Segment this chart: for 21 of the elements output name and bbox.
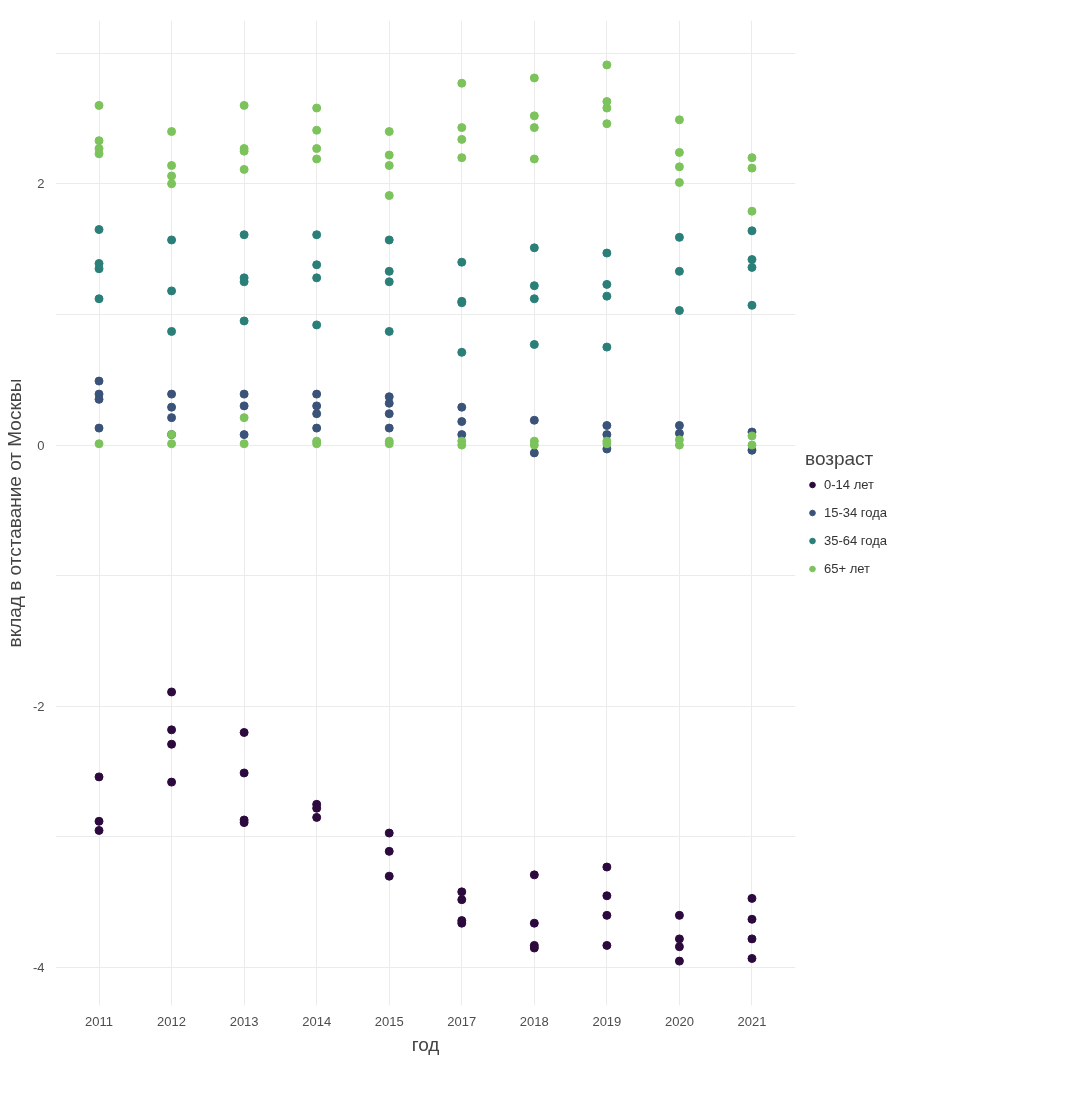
x-tick-label: 2019 [592, 1013, 622, 1029]
x-tick-label: 2015 [374, 1013, 404, 1029]
x-tick-label: 2014 [302, 1013, 332, 1029]
legend-label: 15-34 года [824, 504, 888, 520]
y-axis-title: вклад в отставание от Москвы [3, 378, 25, 648]
y-tick-label: 0 [37, 437, 45, 453]
x-tick-label: 2017 [447, 1013, 477, 1029]
legend-label: 35-64 года [824, 532, 888, 548]
legend-label: 65+ лет [824, 560, 871, 576]
y-tick-label: 2 [37, 176, 45, 192]
x-tick-label: 2021 [737, 1013, 767, 1029]
x-tick-label: 2013 [229, 1013, 259, 1029]
legend-title: возраст [805, 447, 875, 469]
legend-label: 0-14 лет [824, 476, 874, 492]
y-tick-label: -4 [32, 960, 45, 976]
x-tick-label: 2011 [85, 1013, 114, 1029]
x-axis-title: год [411, 1033, 440, 1055]
y-tick-label: -2 [32, 698, 45, 714]
x-tick-label: 2012 [157, 1013, 187, 1029]
x-tick-label: 2020 [664, 1013, 694, 1029]
x-tick-label: 2018 [519, 1013, 549, 1029]
